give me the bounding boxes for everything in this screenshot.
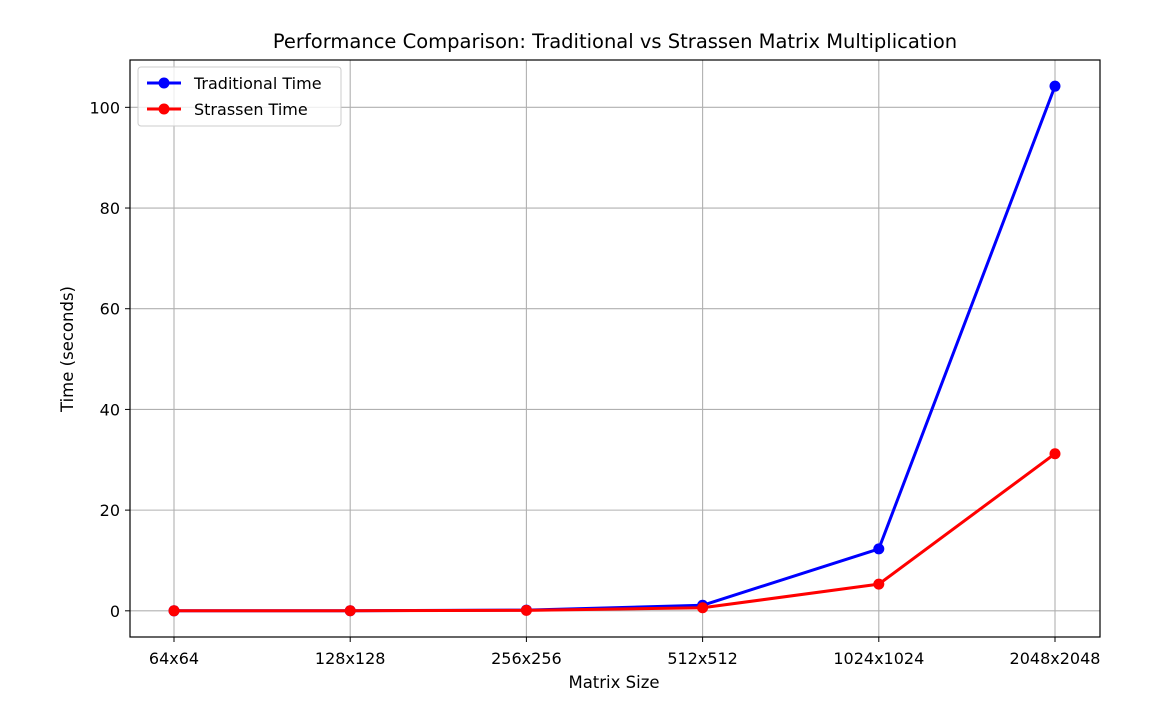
- y-tick-label: 100: [89, 98, 120, 117]
- x-tick-label: 256x256: [491, 649, 562, 668]
- legend: Traditional Time Strassen Time: [137, 66, 342, 127]
- chart-title: Performance Comparison: Traditional vs S…: [273, 30, 957, 53]
- x-axis-ticks: 64x64 128x128 256x256 512x512 1024x1024 2048x…: [149, 637, 1101, 668]
- data-point: [520, 604, 532, 616]
- legend-label: Traditional Time: [193, 74, 322, 93]
- data-point: [344, 605, 356, 617]
- x-tick-label: 1024x1024: [833, 649, 924, 668]
- data-point: [697, 602, 709, 614]
- x-tick-label: 64x64: [149, 649, 199, 668]
- y-tick-label: 20: [100, 501, 120, 520]
- legend-marker: [158, 103, 170, 115]
- y-axis-ticks: 0 20 40 60 80 100: [89, 98, 130, 621]
- y-tick-label: 60: [100, 300, 120, 319]
- legend-marker: [158, 77, 170, 89]
- data-point: [1049, 80, 1061, 92]
- series-line: [172, 452, 1057, 613]
- series-strassen-time: [168, 448, 1061, 617]
- y-tick-label: 0: [110, 602, 120, 621]
- x-tick-label: 128x128: [315, 649, 386, 668]
- y-tick-label: 80: [100, 199, 120, 218]
- series-layer: [168, 80, 1061, 617]
- data-point: [168, 605, 180, 617]
- y-tick-label: 40: [100, 400, 120, 419]
- data-point: [873, 543, 885, 555]
- x-tick-label: 2048x2048: [1010, 649, 1101, 668]
- legend-box: [137, 66, 342, 127]
- plot-frame: [129, 59, 1101, 638]
- legend-label: Strassen Time: [194, 100, 308, 119]
- data-point: [873, 578, 885, 590]
- x-tick-label: 512x512: [667, 649, 738, 668]
- grid-lines: [130, 60, 1100, 637]
- data-point: [1049, 448, 1061, 460]
- y-axis-label: Time (seconds): [58, 286, 77, 413]
- x-axis-label: Matrix Size: [568, 673, 659, 692]
